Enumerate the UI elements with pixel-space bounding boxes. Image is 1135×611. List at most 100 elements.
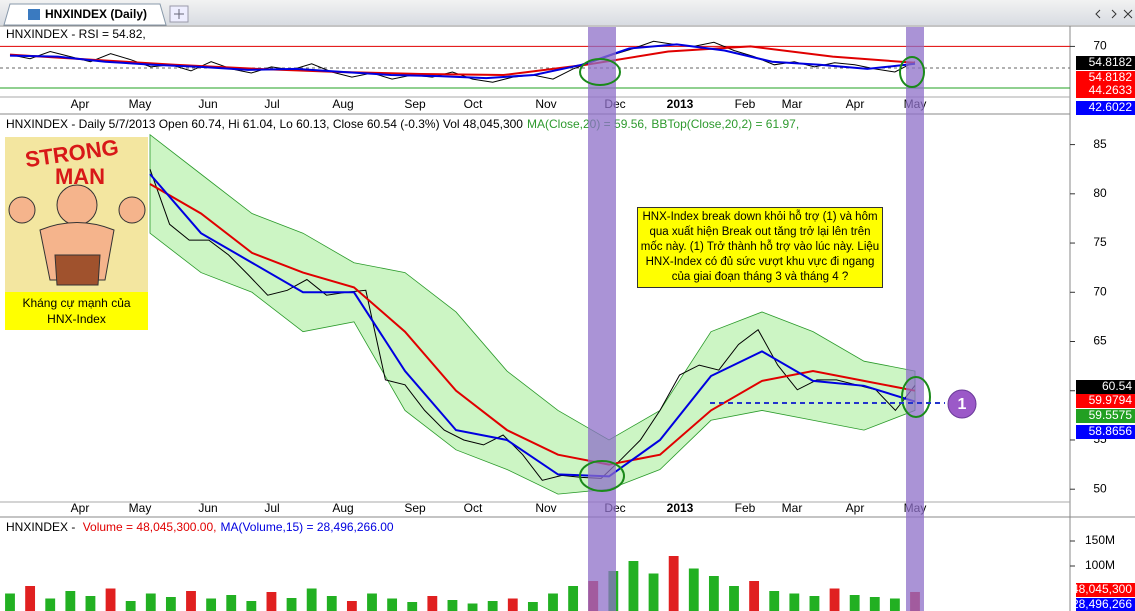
head bbox=[56, 184, 98, 226]
y-tick-label: 70 bbox=[1093, 284, 1107, 298]
y-tick-label: 85 bbox=[1093, 137, 1107, 151]
series-line bbox=[149, 169, 916, 481]
volume-bar bbox=[688, 568, 699, 611]
support-marker-label: 1 bbox=[958, 396, 967, 413]
x-tick-label: Mar bbox=[782, 501, 803, 515]
volume-bar bbox=[668, 556, 679, 611]
volume-bar bbox=[286, 598, 297, 611]
y-tick-label: 50 bbox=[1093, 481, 1107, 495]
caption-line: HNX-Index bbox=[47, 312, 106, 326]
highlight-circle bbox=[579, 460, 625, 492]
value-box-label: 59.9794 bbox=[1089, 393, 1133, 407]
volume-bar bbox=[708, 576, 719, 611]
volume-bar bbox=[105, 588, 116, 611]
y-tick-label: 75 bbox=[1093, 235, 1107, 249]
tab-title: HNXINDEX (Daily) bbox=[45, 7, 147, 21]
x-tick-label: Sep bbox=[404, 501, 426, 515]
volume-bar bbox=[507, 598, 518, 611]
note-box: HNX-Index break down khỏi hỗ trợ (1) và … bbox=[637, 207, 883, 288]
volume-bar bbox=[246, 601, 257, 611]
value-box-label: 28,496,266 bbox=[1072, 597, 1132, 611]
volume-bar bbox=[367, 593, 377, 611]
x-tick-label: Feb bbox=[735, 501, 756, 515]
header-part: HNXINDEX - bbox=[6, 520, 79, 534]
x-tick-label: Aug bbox=[332, 97, 353, 111]
x-tick-label: Apr bbox=[846, 501, 865, 515]
support-marker bbox=[947, 389, 977, 419]
highlight-circle bbox=[579, 58, 621, 86]
series-line bbox=[9, 45, 916, 77]
y-tick-label: 150M bbox=[1085, 533, 1115, 547]
y-tick-label: 80 bbox=[1093, 186, 1107, 200]
x-tick-label: Jun bbox=[198, 97, 217, 111]
window-controls[interactable] bbox=[1095, 9, 1133, 19]
tab[interactable] bbox=[3, 3, 167, 26]
arm bbox=[8, 196, 36, 224]
highlight-band bbox=[588, 27, 616, 611]
volume-bar bbox=[628, 561, 639, 611]
volume-bar bbox=[467, 603, 478, 611]
value-box bbox=[1076, 409, 1135, 423]
volume-bar bbox=[145, 593, 156, 611]
volume-bar bbox=[306, 588, 317, 611]
volume-bar bbox=[165, 597, 176, 611]
x-tick-label: Oct bbox=[464, 97, 483, 111]
plus-icon bbox=[174, 9, 184, 19]
caption-line: Kháng cự mạnh của bbox=[22, 296, 131, 310]
series-line bbox=[9, 43, 916, 80]
volume-bar bbox=[326, 596, 337, 611]
value-box-label: 42.6022 bbox=[1089, 100, 1133, 114]
series-line bbox=[149, 173, 916, 478]
x-tick-label: May bbox=[129, 97, 152, 111]
value-box bbox=[1076, 583, 1135, 597]
volume-bar bbox=[346, 601, 357, 611]
volume-bar bbox=[206, 598, 217, 611]
header-part: BBTop(Close,20,2) = 61.97, bbox=[651, 117, 799, 131]
header-part: HNXINDEX - RSI = 54.82, bbox=[6, 27, 146, 41]
volume-bar bbox=[226, 595, 237, 611]
x-tick-label: Jul bbox=[264, 97, 279, 111]
value-box-label: 58.8656 bbox=[1089, 424, 1133, 438]
highlight-circle bbox=[901, 376, 931, 418]
x-tick-label: Nov bbox=[535, 501, 556, 515]
value-box-label: 54.8182 bbox=[1089, 55, 1133, 69]
value-box-label: 59.5575 bbox=[1089, 408, 1133, 422]
header-part: MA(Volume,15) = 28,496,266.00 bbox=[220, 520, 393, 534]
value-box-label: 60.54 bbox=[1102, 379, 1132, 393]
x-tick-label: May bbox=[129, 501, 152, 515]
series-line bbox=[149, 183, 916, 466]
value-box bbox=[1076, 598, 1135, 611]
volume-bar bbox=[25, 586, 36, 611]
volume-bar bbox=[527, 602, 538, 611]
volume-bar bbox=[749, 581, 760, 611]
header-part: Volume = 48,045,300.00, bbox=[83, 520, 217, 534]
value-box bbox=[1076, 71, 1135, 85]
x-tick-label: Mar bbox=[782, 97, 803, 111]
value-box bbox=[1076, 394, 1135, 408]
x-tick-label: Jun bbox=[198, 501, 217, 515]
volume-bar bbox=[889, 598, 900, 611]
pane-header: HNXINDEX - Daily 5/7/2013 Open 60.74, Hi… bbox=[6, 117, 799, 131]
value-box bbox=[1076, 84, 1135, 98]
highlight-band bbox=[906, 27, 924, 611]
volume-bar bbox=[65, 591, 76, 611]
volume-bar bbox=[648, 573, 659, 611]
volume-bar bbox=[407, 602, 418, 611]
image-caption: Kháng cự mạnh của HNX-Index bbox=[5, 292, 148, 330]
volume-bar bbox=[829, 588, 840, 611]
volume-bar bbox=[849, 595, 860, 611]
volume-bar bbox=[548, 593, 558, 611]
volume-bar bbox=[125, 601, 136, 611]
arm bbox=[118, 196, 146, 224]
volume-bar bbox=[769, 591, 780, 611]
volume-bar bbox=[186, 591, 196, 611]
value-box-label: 54.8182 bbox=[1089, 70, 1133, 84]
volume-bar bbox=[869, 597, 880, 611]
volume-bar bbox=[45, 598, 56, 611]
x-tick-label: Feb bbox=[735, 97, 756, 111]
y-tick-label: 70 bbox=[1093, 39, 1107, 53]
volume-bar bbox=[568, 586, 579, 611]
value-box bbox=[1076, 380, 1135, 394]
header-part: HNXINDEX - Daily 5/7/2013 Open 60.74, Hi… bbox=[6, 117, 523, 131]
value-box bbox=[1076, 101, 1135, 115]
